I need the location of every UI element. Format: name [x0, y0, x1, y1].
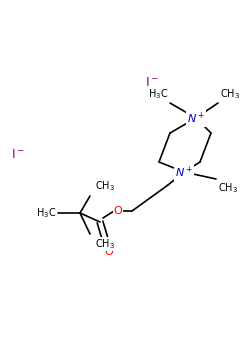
Text: $N^+$: $N^+$: [175, 164, 193, 180]
Text: CH$_3$: CH$_3$: [220, 87, 240, 101]
Text: CH$_3$: CH$_3$: [218, 181, 238, 195]
Text: $N^+$: $N^+$: [187, 110, 205, 126]
Text: CH$_3$: CH$_3$: [95, 237, 115, 251]
Text: CH$_3$: CH$_3$: [95, 179, 115, 193]
Text: H$_3$C: H$_3$C: [36, 206, 56, 220]
Text: I$^-$: I$^-$: [11, 148, 25, 161]
Text: I$^-$: I$^-$: [145, 76, 159, 89]
Text: O: O: [104, 247, 114, 257]
Text: O: O: [114, 206, 122, 216]
Text: H$_3$C: H$_3$C: [148, 87, 168, 101]
